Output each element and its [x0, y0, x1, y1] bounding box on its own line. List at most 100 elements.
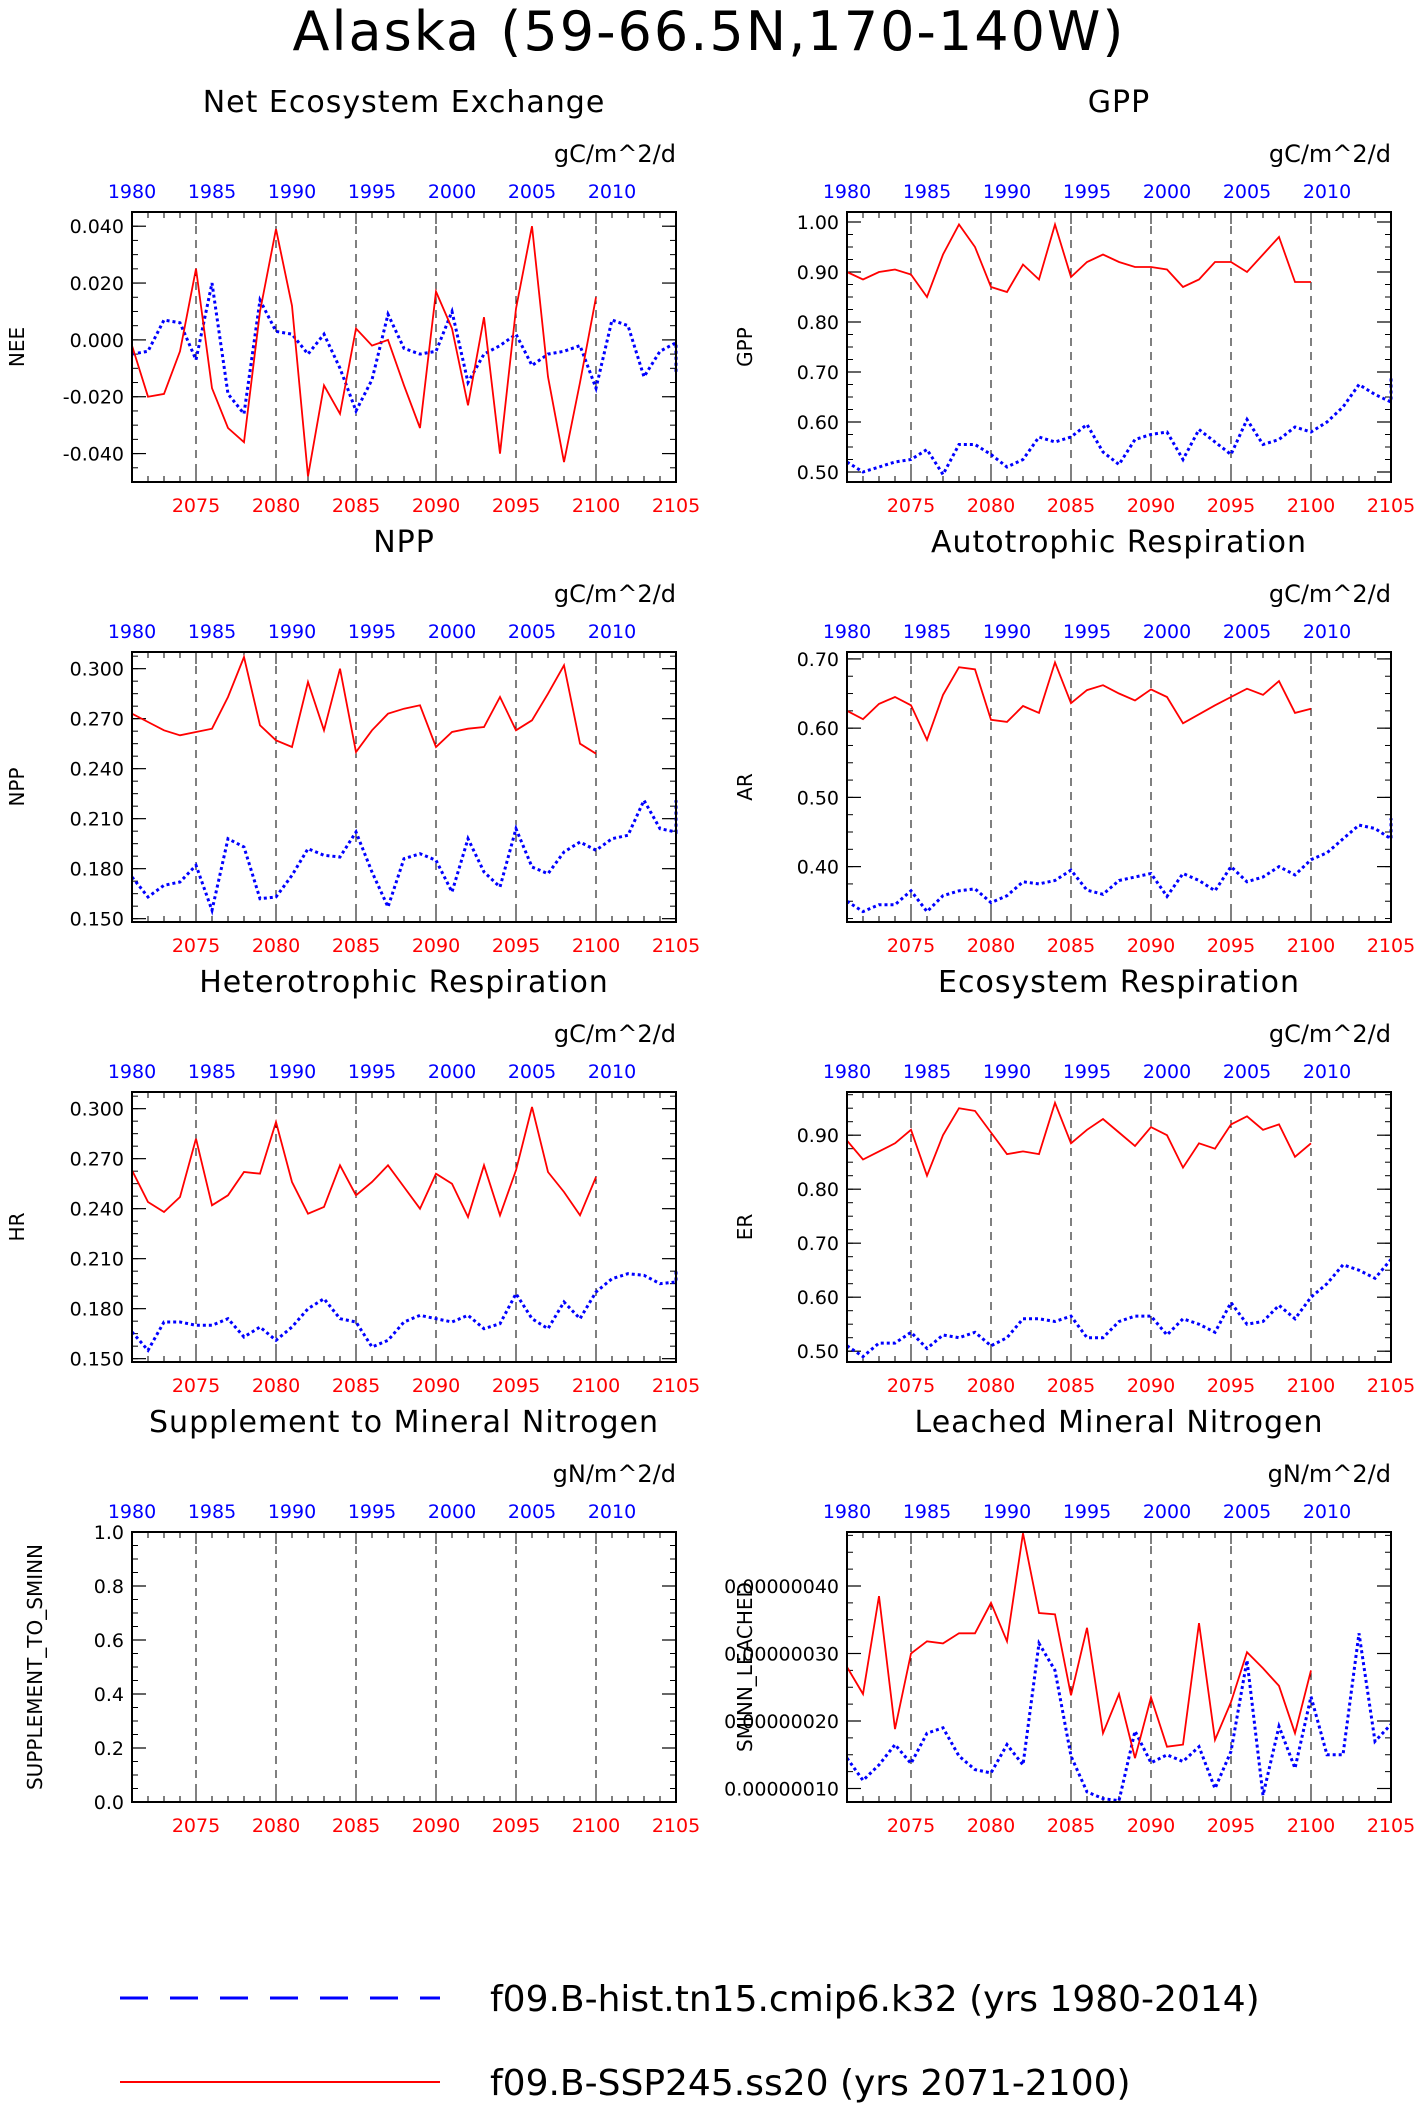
- x-tick-label-top: 1980: [823, 181, 871, 203]
- series-line-ssp: [846, 221, 1311, 299]
- y-tick-label: 0.0: [94, 1792, 124, 1814]
- x-tick-label-bottom: 2075: [887, 935, 935, 957]
- x-tick-label-bottom: 2090: [412, 935, 460, 957]
- x-tick-label-top: 2005: [1223, 621, 1271, 643]
- x-tick-label-top: 1995: [348, 1501, 396, 1523]
- y-tick-label: 0.2: [94, 1738, 124, 1760]
- series-line-ssp: [846, 1533, 1312, 1759]
- x-tick-label-top: 1990: [268, 1061, 316, 1083]
- x-tick-label-bottom: 2095: [1207, 1815, 1255, 1837]
- x-tick-label-bottom: 2080: [252, 1375, 300, 1397]
- y-tick-label: 0.6: [94, 1630, 124, 1652]
- x-tick-label-top: 2000: [1143, 1061, 1191, 1083]
- x-tick-label-top: 1990: [983, 621, 1031, 643]
- x-tick-label-top: 1980: [823, 1501, 871, 1523]
- x-tick-label-top: 1980: [108, 621, 156, 643]
- y-tick-label: 0.040: [70, 216, 124, 238]
- x-tick-label-top: 1985: [188, 1061, 236, 1083]
- x-tick-label-top: 1990: [983, 1501, 1031, 1523]
- series-line-hist: [131, 282, 678, 418]
- x-tick-label-top: 1985: [903, 181, 951, 203]
- y-tick-label: 0.240: [70, 759, 124, 781]
- x-tick-label-bottom: 2095: [492, 495, 540, 517]
- legend-hist-label: f09.B-hist.tn15.cmip6.k32 (yrs 1980-2014…: [490, 1979, 1260, 2020]
- y-axis-label: HR: [5, 1212, 29, 1241]
- x-tick-label-bottom: 2100: [1287, 495, 1335, 517]
- plot-frame: [846, 211, 1392, 483]
- x-tick-label-bottom: 2095: [492, 1815, 540, 1837]
- x-tick-label-top: 2000: [1143, 181, 1191, 203]
- x-tick-label-bottom: 2080: [967, 1375, 1015, 1397]
- y-tick-label: 0.70: [797, 1233, 839, 1255]
- x-tick-label-top: 2005: [508, 1501, 556, 1523]
- y-tick-label: 0.000: [70, 330, 124, 352]
- x-tick-label-top: 2005: [508, 1061, 556, 1083]
- plot-frame: [131, 1091, 677, 1363]
- series-line-ssp: [846, 1100, 1312, 1179]
- units-label: gC/m^2/d: [1269, 140, 1391, 168]
- chart-title: GPP: [1088, 85, 1150, 120]
- y-tick-label: 0.270: [70, 709, 124, 731]
- series-line-hist: [846, 377, 1393, 478]
- y-tick-label: 0.270: [70, 1149, 124, 1171]
- y-tick-label: 0.300: [70, 1099, 124, 1121]
- y-tick-label: 0.00000040: [724, 1576, 839, 1598]
- x-tick-label-bottom: 2105: [652, 935, 700, 957]
- x-tick-label-top: 2000: [428, 1501, 476, 1523]
- y-tick-label: 0.00000030: [724, 1644, 839, 1666]
- x-tick-label-top: 2000: [428, 1061, 476, 1083]
- plot-frame: [131, 651, 677, 923]
- y-axis-label: AR: [733, 773, 757, 801]
- x-tick-label-bottom: 2080: [252, 1815, 300, 1837]
- y-axis-label: ER: [733, 1214, 757, 1241]
- x-tick-label-top: 1995: [348, 1061, 396, 1083]
- x-tick-label-bottom: 2080: [252, 495, 300, 517]
- x-tick-label-top: 1995: [348, 181, 396, 203]
- x-tick-label-top: 1985: [188, 1501, 236, 1523]
- x-tick-label-top: 1995: [1063, 621, 1111, 643]
- legend-ssp-label: f09.B-SSP245.ss20 (yrs 2071-2100): [490, 2063, 1131, 2104]
- y-tick-label: 0.8: [94, 1576, 124, 1598]
- x-tick-label-bottom: 2095: [1207, 935, 1255, 957]
- x-tick-label-bottom: 2095: [1207, 1375, 1255, 1397]
- y-tick-label: 0.40: [797, 857, 839, 879]
- y-tick-label: 0.210: [70, 809, 124, 831]
- x-tick-label-bottom: 2075: [172, 1375, 220, 1397]
- x-tick-label-top: 2010: [1303, 1501, 1351, 1523]
- series-line-ssp: [131, 1106, 597, 1220]
- x-tick-label-top: 1980: [108, 1501, 156, 1523]
- x-tick-label-top: 2010: [1303, 1061, 1351, 1083]
- plot-frame: [846, 1531, 1392, 1803]
- x-tick-label-bottom: 2090: [412, 495, 460, 517]
- chart-title: Leached Mineral Nitrogen: [915, 1405, 1324, 1440]
- x-tick-label-top: 2005: [508, 181, 556, 203]
- units-label: gC/m^2/d: [1269, 1020, 1391, 1048]
- x-tick-label-bottom: 2105: [1367, 1815, 1415, 1837]
- x-tick-label-top: 1985: [903, 1501, 951, 1523]
- series-line-hist: [130, 1268, 678, 1353]
- plot-frame: [846, 651, 1392, 923]
- x-tick-label-top: 1995: [348, 621, 396, 643]
- x-tick-label-top: 2000: [1143, 621, 1191, 643]
- x-tick-label-top: 1980: [108, 1061, 156, 1083]
- x-tick-label-top: 1990: [268, 621, 316, 643]
- x-tick-label-top: 1990: [268, 181, 316, 203]
- plot-frame: [131, 211, 677, 483]
- x-tick-label-top: 1995: [1063, 181, 1111, 203]
- y-tick-label: 0.60: [797, 1287, 839, 1309]
- x-tick-label-top: 1980: [823, 1061, 871, 1083]
- x-tick-label-bottom: 2080: [967, 935, 1015, 957]
- x-tick-label-top: 2005: [508, 621, 556, 643]
- y-tick-label: 1.0: [94, 1522, 124, 1544]
- x-tick-label-bottom: 2075: [887, 1815, 935, 1837]
- x-tick-label-top: 1985: [188, 621, 236, 643]
- x-tick-label-bottom: 2095: [1207, 495, 1255, 517]
- chart-title: Ecosystem Respiration: [938, 965, 1300, 1000]
- x-tick-label-top: 2010: [588, 1061, 636, 1083]
- chart-title: Heterotrophic Respiration: [199, 965, 609, 1000]
- x-tick-label-bottom: 2080: [252, 935, 300, 957]
- y-tick-label: 0.300: [70, 659, 124, 681]
- x-tick-label-bottom: 2105: [1367, 495, 1415, 517]
